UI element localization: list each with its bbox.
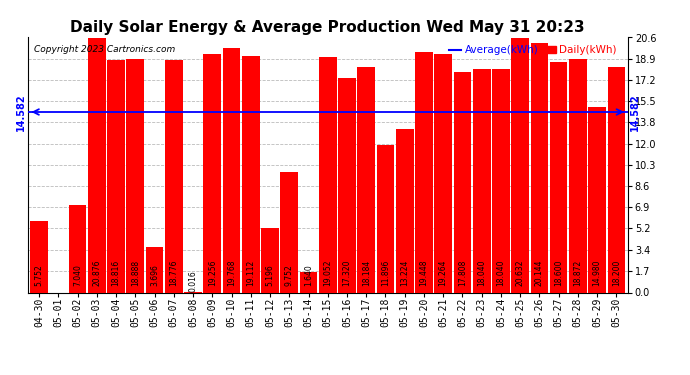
Bar <box>473 69 491 292</box>
Bar <box>569 59 586 292</box>
Text: 3.696: 3.696 <box>150 264 159 286</box>
Text: 20.632: 20.632 <box>515 260 524 286</box>
Text: 18.040: 18.040 <box>496 260 505 286</box>
Text: 17.808: 17.808 <box>458 260 467 286</box>
Text: 18.776: 18.776 <box>169 260 178 286</box>
Bar <box>607 67 625 292</box>
Bar <box>531 43 549 292</box>
Bar <box>434 54 452 292</box>
Text: 18.040: 18.040 <box>477 260 486 286</box>
Bar <box>242 56 259 292</box>
Text: 14.582: 14.582 <box>630 93 640 131</box>
Text: 19.112: 19.112 <box>246 260 255 286</box>
Text: 20.876: 20.876 <box>92 260 101 286</box>
Bar <box>357 68 375 292</box>
Text: 7.040: 7.040 <box>73 264 82 286</box>
Text: 19.052: 19.052 <box>323 260 333 286</box>
Bar <box>338 78 356 292</box>
Text: 19.448: 19.448 <box>420 260 428 286</box>
Bar <box>262 228 279 292</box>
Text: 11.896: 11.896 <box>381 260 390 286</box>
Bar <box>396 129 413 292</box>
Text: 9.752: 9.752 <box>285 264 294 286</box>
Bar <box>69 206 86 292</box>
Bar <box>30 221 48 292</box>
Bar <box>299 272 317 292</box>
Bar <box>377 145 394 292</box>
Bar <box>511 37 529 292</box>
Text: 20.144: 20.144 <box>535 260 544 286</box>
Text: 5.196: 5.196 <box>266 264 275 286</box>
Text: 18.816: 18.816 <box>112 260 121 286</box>
Text: 18.200: 18.200 <box>612 260 621 286</box>
Text: 0.016: 0.016 <box>188 270 197 292</box>
Text: 1.640: 1.640 <box>304 264 313 286</box>
Bar <box>146 247 164 292</box>
Bar <box>453 72 471 292</box>
Text: 14.980: 14.980 <box>593 260 602 286</box>
Bar <box>280 172 298 292</box>
Bar <box>88 34 106 292</box>
Text: 17.320: 17.320 <box>342 260 351 286</box>
Text: 5.752: 5.752 <box>34 264 43 286</box>
Text: 13.224: 13.224 <box>400 260 409 286</box>
Text: 18.184: 18.184 <box>362 260 371 286</box>
Bar <box>223 48 240 292</box>
Bar <box>204 54 221 292</box>
Bar <box>126 59 144 292</box>
Bar <box>107 60 125 292</box>
Text: 19.768: 19.768 <box>227 260 236 286</box>
Bar <box>589 107 606 292</box>
Text: 18.600: 18.600 <box>554 260 563 286</box>
Bar <box>165 60 183 292</box>
Bar <box>550 62 567 292</box>
Text: 19.264: 19.264 <box>439 260 448 286</box>
Text: 18.888: 18.888 <box>131 260 140 286</box>
Bar <box>319 57 337 292</box>
Text: 19.256: 19.256 <box>208 260 217 286</box>
Bar <box>492 69 510 292</box>
Text: 18.872: 18.872 <box>573 260 582 286</box>
Title: Daily Solar Energy & Average Production Wed May 31 20:23: Daily Solar Energy & Average Production … <box>70 20 585 35</box>
Text: 14.582: 14.582 <box>16 93 26 131</box>
Legend: Average(kWh), Daily(kWh): Average(kWh), Daily(kWh) <box>449 45 617 55</box>
Bar <box>415 52 433 292</box>
Text: Copyright 2023 Cartronics.com: Copyright 2023 Cartronics.com <box>34 45 175 54</box>
